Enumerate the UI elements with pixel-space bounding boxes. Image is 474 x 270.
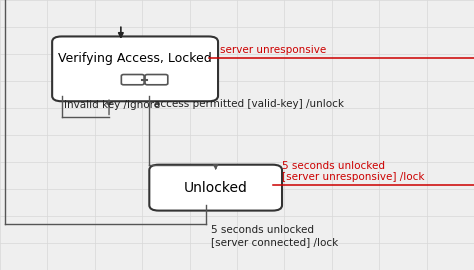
Text: 5 seconds unlocked
[server unresponsive] /lock: 5 seconds unlocked [server unresponsive]… — [282, 161, 425, 182]
FancyBboxPatch shape — [52, 36, 218, 101]
FancyBboxPatch shape — [145, 75, 168, 85]
Text: Verifying Access, Locked: Verifying Access, Locked — [58, 52, 212, 65]
Text: Unlocked: Unlocked — [184, 181, 247, 195]
Text: access permitted [valid-key] /unlock: access permitted [valid-key] /unlock — [154, 99, 344, 109]
Text: invalid key /ignore: invalid key /ignore — [64, 100, 160, 110]
Text: server unresponsive: server unresponsive — [220, 45, 327, 55]
Text: 5 seconds unlocked
[server connected] /lock: 5 seconds unlocked [server connected] /l… — [211, 225, 338, 247]
FancyBboxPatch shape — [149, 165, 282, 211]
FancyBboxPatch shape — [121, 75, 144, 85]
